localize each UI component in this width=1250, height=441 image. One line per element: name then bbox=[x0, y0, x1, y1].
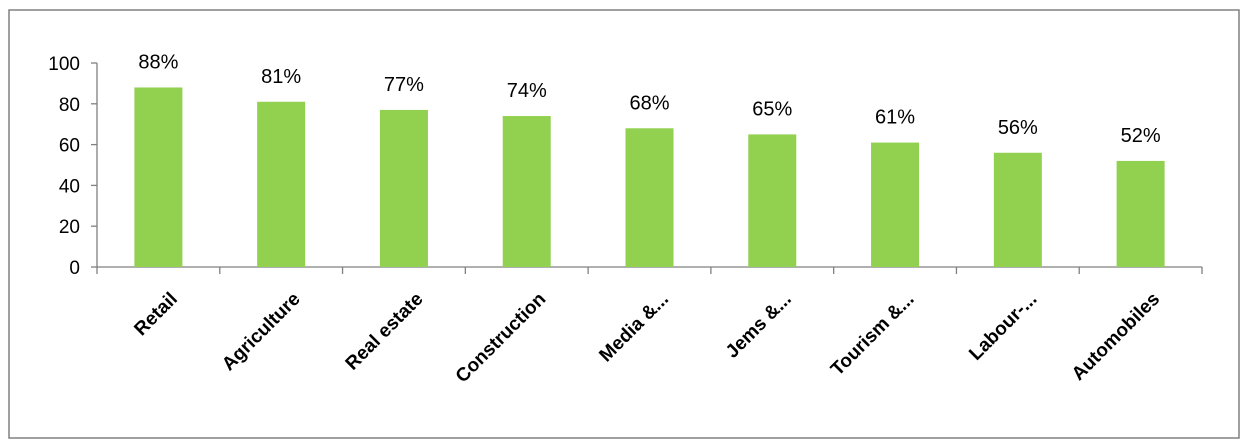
bar-retail bbox=[134, 87, 183, 267]
data-label: 65% bbox=[752, 98, 792, 120]
bar-media bbox=[625, 128, 674, 267]
data-label: 77% bbox=[384, 74, 424, 96]
y-tick-label: 80 bbox=[59, 95, 80, 116]
bar-construction bbox=[502, 116, 551, 267]
data-label: 88% bbox=[138, 51, 178, 73]
bar-real-estate bbox=[379, 109, 428, 267]
bar-labour bbox=[993, 152, 1042, 267]
data-label: 52% bbox=[1121, 125, 1161, 147]
y-tick-label: 0 bbox=[69, 258, 80, 279]
bar-jems bbox=[748, 134, 797, 267]
data-label: 56% bbox=[998, 117, 1038, 139]
data-label: 74% bbox=[507, 80, 547, 102]
bar-tourism bbox=[871, 142, 920, 267]
data-label: 81% bbox=[261, 66, 301, 88]
bar-agriculture bbox=[257, 101, 306, 267]
chart-border bbox=[8, 9, 1240, 439]
y-tick-label: 20 bbox=[59, 217, 80, 238]
bar-automobiles bbox=[1116, 160, 1165, 267]
data-label: 61% bbox=[875, 107, 915, 129]
y-tick-label: 40 bbox=[59, 176, 80, 197]
y-tick-label: 60 bbox=[59, 136, 80, 157]
y-tick-label: 100 bbox=[48, 54, 80, 75]
data-label: 68% bbox=[629, 92, 669, 114]
